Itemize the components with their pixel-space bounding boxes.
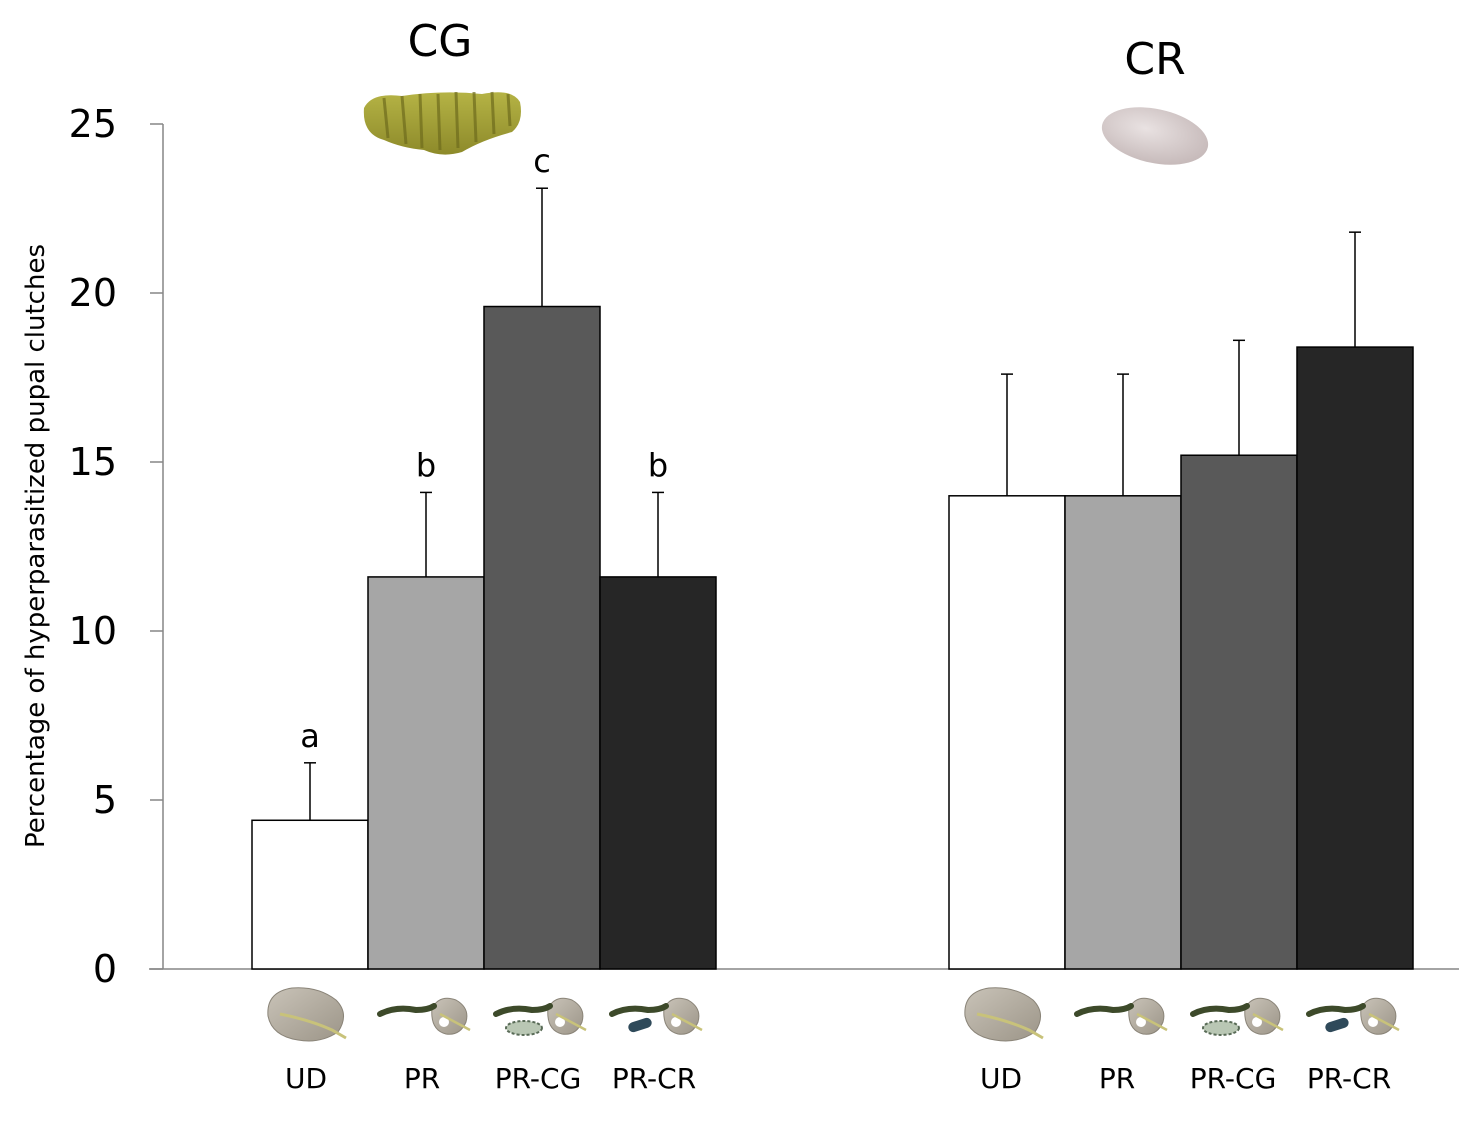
leaf-with-caterpillar-and-cr-pupa-icon xyxy=(609,997,703,1035)
x-tick-label: PR-CG xyxy=(1190,1062,1277,1095)
y-tick-label: 5 xyxy=(93,778,117,822)
group-title-cr: CR xyxy=(1124,34,1185,85)
x-tick-label: UD xyxy=(285,1062,327,1095)
y-tick-label: 20 xyxy=(69,271,117,315)
group-title-cg: CG xyxy=(408,16,473,67)
undamaged-leaf-icon xyxy=(964,987,1044,1042)
error-bars xyxy=(304,187,1361,821)
y-tick-label: 0 xyxy=(93,947,117,991)
bar-cr-pr xyxy=(1064,495,1182,970)
significance-letters: a b c b xyxy=(300,142,668,755)
bar-cr-pr-cr xyxy=(1296,346,1414,970)
significance-letter: c xyxy=(533,142,551,180)
bar-cr-pr-cg xyxy=(1180,454,1298,970)
y-tick-label: 15 xyxy=(69,440,117,484)
leaf-with-caterpillar-and-cg-pupae-icon xyxy=(493,997,587,1036)
bar-cg-ud xyxy=(251,819,369,970)
leaf-with-caterpillar-icon xyxy=(377,997,471,1035)
x-tick-labels: UD PR PR-CG PR-CR UD PR PR-CG PR-CR xyxy=(285,1062,1391,1095)
x-tick-label: UD xyxy=(980,1062,1022,1095)
treatment-icons xyxy=(267,987,1400,1042)
leaf-with-caterpillar-and-cg-pupae-icon xyxy=(1190,997,1284,1036)
bar-cg-pr xyxy=(367,576,485,970)
significance-letter: b xyxy=(648,446,668,484)
leaf-with-caterpillar-and-cr-pupa-icon xyxy=(1306,997,1400,1035)
undamaged-leaf-icon xyxy=(267,987,347,1042)
y-tick-label: 25 xyxy=(69,102,117,146)
y-axis: 0 5 10 15 20 25 xyxy=(69,102,164,991)
bars xyxy=(251,305,1414,970)
x-tick-label: PR-CG xyxy=(495,1062,582,1095)
bar-cg-pr-cg xyxy=(483,305,601,970)
cg-cocoon-cluster-icon xyxy=(363,91,521,155)
x-tick-label: PR-CR xyxy=(612,1062,696,1095)
cr-cocoon-icon xyxy=(1101,107,1209,165)
y-tick-label: 10 xyxy=(69,609,117,653)
significance-letter: a xyxy=(300,717,320,755)
bar-cg-pr-cr xyxy=(599,576,717,970)
leaf-with-caterpillar-icon xyxy=(1074,997,1168,1035)
x-tick-label: PR-CR xyxy=(1307,1062,1391,1095)
significance-letter: b xyxy=(416,446,436,484)
bar-cr-ud xyxy=(948,495,1066,970)
x-tick-label: PR xyxy=(1099,1062,1135,1095)
y-axis-label: Percentage of hyperparasitized pupal clu… xyxy=(21,244,51,848)
x-tick-label: PR xyxy=(404,1062,440,1095)
